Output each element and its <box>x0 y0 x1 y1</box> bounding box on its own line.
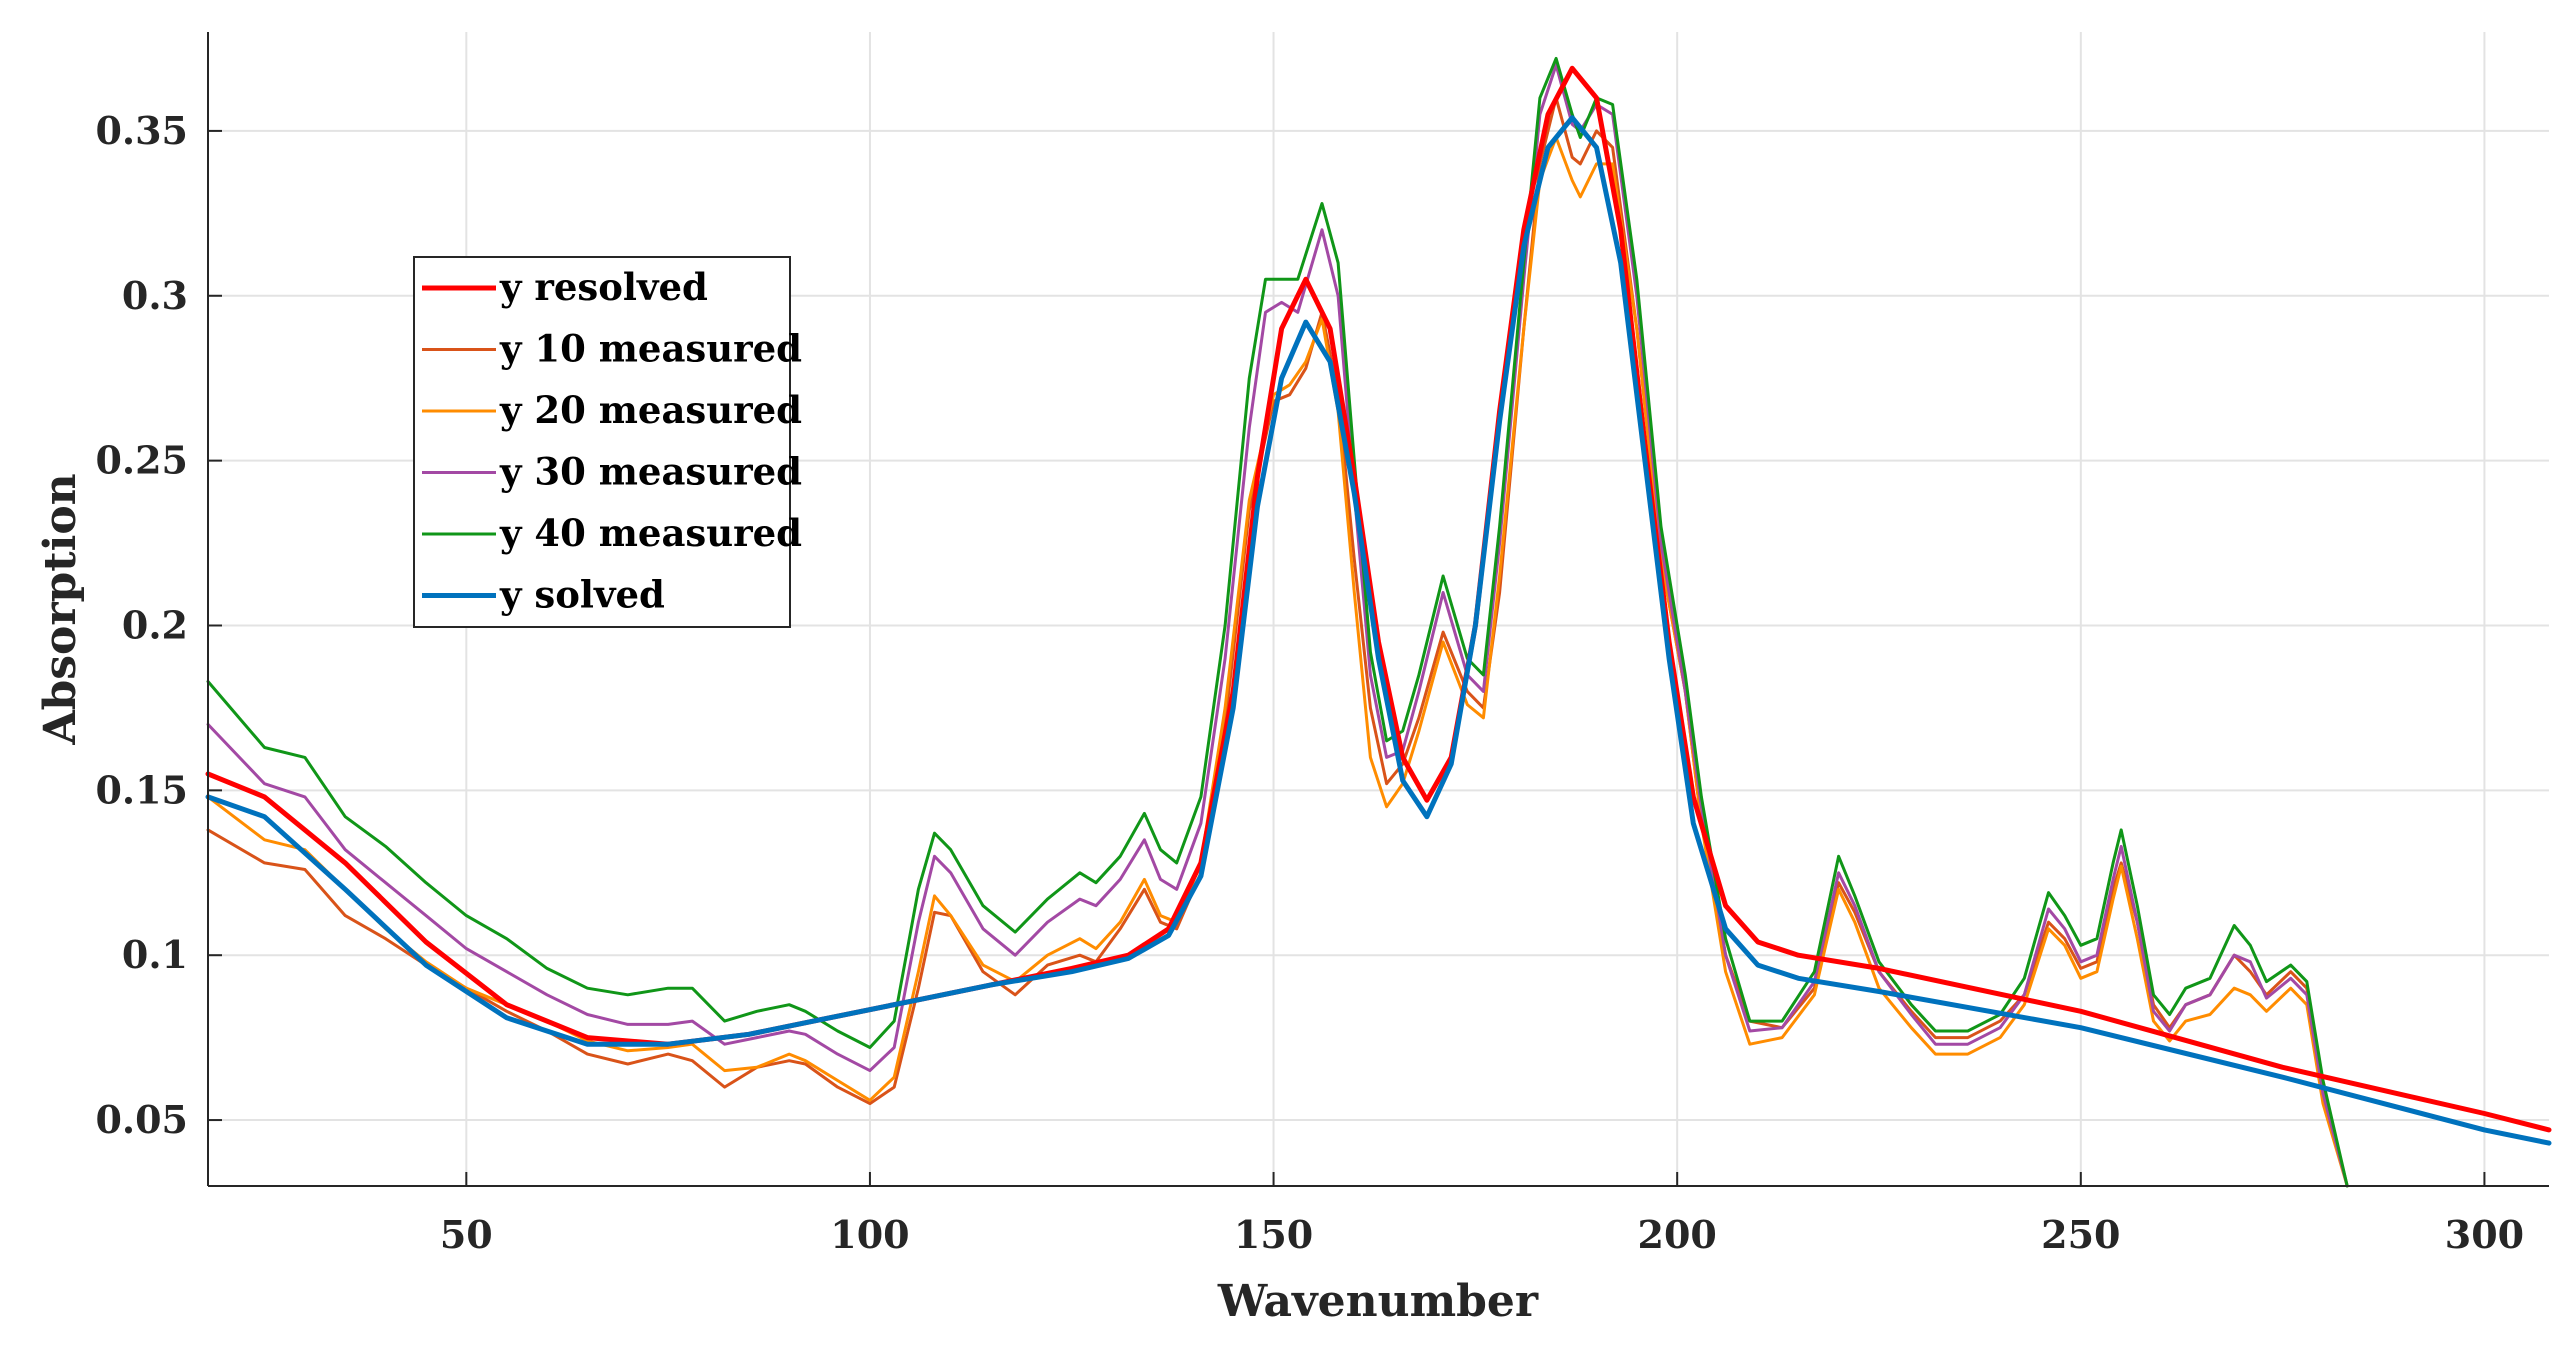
legend-label-y-solved: y solved <box>499 573 665 617</box>
series-line-y-10-measured <box>206 96 2349 1188</box>
series-line-y-30-measured <box>206 63 2349 1188</box>
legend-label-y-resolved: y resolved <box>499 265 708 309</box>
y-tick-label: 0.1 <box>122 932 188 977</box>
series-line-y-solved <box>205 115 2552 1146</box>
series-lines <box>205 56 2552 1188</box>
y-tick-label: 0.25 <box>95 438 188 483</box>
legend-label-y-10-measured: y 10 measured <box>499 327 802 371</box>
series-line-y-20-measured <box>206 136 2349 1188</box>
x-tick-label: 150 <box>1234 1212 1313 1257</box>
y-tick-label: 0.05 <box>95 1097 188 1142</box>
series-line-y-40-measured <box>206 56 2349 1188</box>
x-gridlines <box>465 32 2486 1186</box>
x-axis-title: Wavenumber <box>1217 1276 1539 1327</box>
x-tick-label: 250 <box>2041 1212 2120 1257</box>
legend-label-y-40-measured: y 40 measured <box>499 511 802 555</box>
legend-box <box>413 256 791 628</box>
y-tick-label: 0.2 <box>122 602 188 647</box>
y-ticks: 0.05 0.1 0.15 0.2 0.25 0.3 0.35 <box>95 108 222 1142</box>
x-tick-label: 100 <box>830 1212 909 1257</box>
legend-label-y-30-measured: y 30 measured <box>499 450 802 494</box>
x-tick-label: 50 <box>440 1212 493 1257</box>
x-tick-label: 200 <box>1638 1212 1717 1257</box>
legend-label-y-20-measured: y 20 measured <box>499 388 802 432</box>
x-tick-label: 300 <box>2445 1212 2524 1257</box>
y-axis-title: Absorption <box>35 473 86 745</box>
y-tick-label: 0.35 <box>95 108 188 153</box>
y-tick-label: 0.3 <box>122 273 188 318</box>
legend: y resolved y 10 measured y 20 measured y 30… <box>413 256 802 628</box>
y-tick-label: 0.15 <box>95 767 188 812</box>
x-ticks: 50 100 150 200 250 300 <box>440 1172 2524 1257</box>
